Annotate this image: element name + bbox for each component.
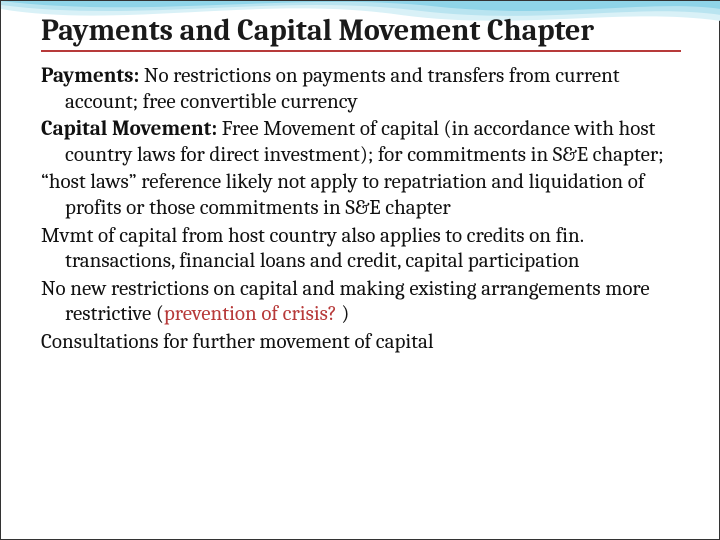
paragraph-capital-movement: Capital Movement: Free Movement of capit… <box>41 117 689 168</box>
title-region: Payments and Capital Movement Chapter <box>1 1 719 52</box>
paragraph-no-new-restrictions: No new restrictions on capital and makin… <box>41 277 689 328</box>
capital-movement-label: Capital Movement: <box>41 117 217 141</box>
payments-label: Payments: <box>41 64 139 88</box>
payments-text: No restrictions on payments and transfer… <box>65 64 620 114</box>
paragraph-host-laws: “host laws” reference likely not apply t… <box>41 170 689 221</box>
paragraph-consultations: Consultations for further movement of ca… <box>41 330 689 356</box>
p5-accent: prevention of crisis? <box>164 302 341 326</box>
p5-post: ) <box>341 302 349 326</box>
slide-body: Payments: No restrictions on payments an… <box>1 52 719 356</box>
slide: Payments and Capital Movement Chapter Pa… <box>0 0 720 540</box>
paragraph-payments: Payments: No restrictions on payments an… <box>41 64 689 115</box>
slide-title: Payments and Capital Movement Chapter <box>41 13 681 52</box>
paragraph-mvmt-capital: Mvmt of capital from host country also a… <box>41 224 689 275</box>
